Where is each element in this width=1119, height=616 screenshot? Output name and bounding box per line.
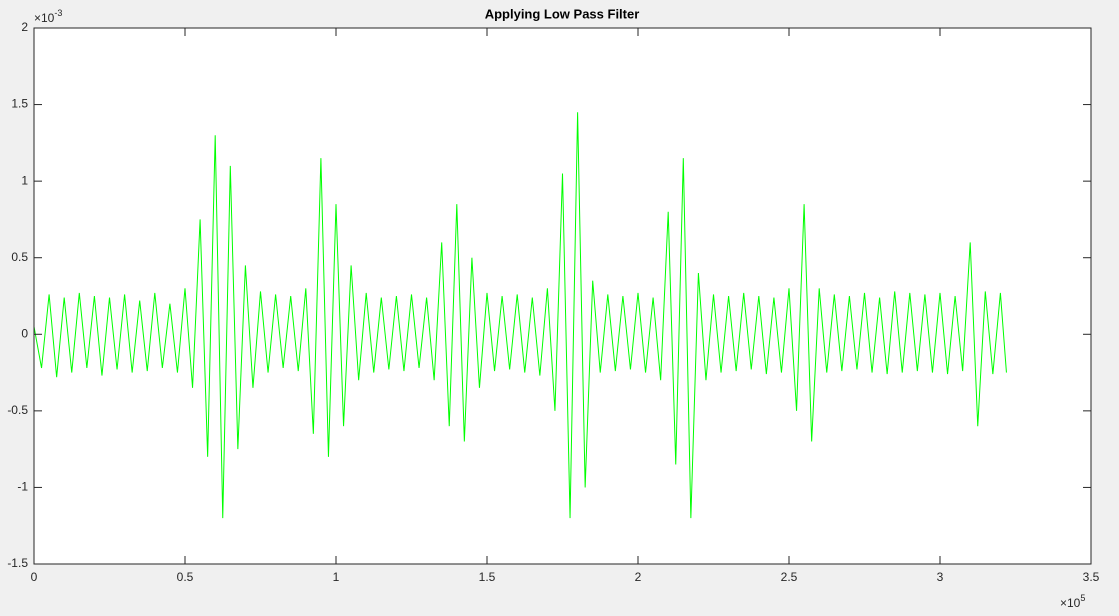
- x-tick-label: 2.5: [781, 570, 798, 584]
- y-tick-label: -1.5: [7, 556, 28, 570]
- y-tick-label: 0: [21, 326, 28, 340]
- x-multiplier-exponent: 5: [1080, 593, 1085, 603]
- y-tick-label: 1: [21, 173, 28, 187]
- signal-line: [33, 112, 1007, 519]
- axes-box: [33, 27, 1092, 565]
- x-multiplier: ×105: [1060, 593, 1085, 610]
- x-tick-label: 2: [635, 570, 642, 584]
- chart-title: Applying Low Pass Filter: [485, 6, 640, 21]
- y-tick-label: 1.5: [11, 97, 28, 111]
- x-tick-label: 0.5: [177, 570, 194, 584]
- x-tick-label: 3.5: [1083, 570, 1100, 584]
- y-multiplier-exponent: -3: [54, 8, 62, 18]
- y-multiplier: ×10-3: [34, 8, 62, 25]
- y-tick-label: -0.5: [7, 403, 28, 417]
- y-tick-label: -1: [17, 480, 28, 494]
- y-tick-label: 2: [21, 20, 28, 34]
- y-multiplier-base: ×10: [34, 11, 55, 25]
- x-tick-label: 1: [333, 570, 340, 584]
- x-tick-label: 3: [937, 570, 944, 584]
- plot-area: [34, 28, 1091, 564]
- x-multiplier-base: ×10: [1060, 596, 1081, 610]
- y-tick-label: 0.5: [11, 250, 28, 264]
- x-tick-label: 1.5: [479, 570, 496, 584]
- x-tick-label: 0: [31, 570, 38, 584]
